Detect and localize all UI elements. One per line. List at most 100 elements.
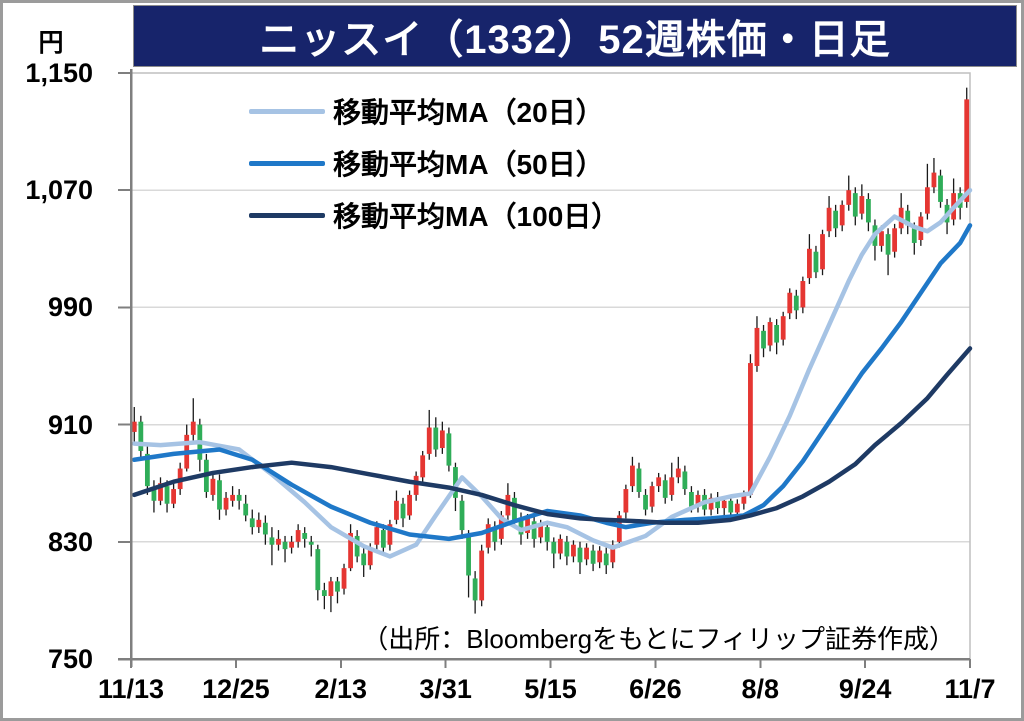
candle <box>715 491 721 514</box>
y-tick-label: 830 <box>47 526 93 557</box>
candle <box>623 484 629 519</box>
candle <box>793 289 799 320</box>
chart-title: ニッスイ（1332）52週株価・日足 <box>259 18 891 62</box>
candle <box>924 163 930 220</box>
candle <box>531 515 537 548</box>
ma100-line <box>132 346 973 526</box>
ma20-line-swatch <box>249 108 325 114</box>
candle <box>302 527 308 548</box>
candles <box>131 87 970 614</box>
candle <box>472 571 478 614</box>
candle <box>780 311 786 346</box>
candle <box>859 184 865 220</box>
x-tick-label: 5/15 <box>524 674 577 704</box>
candle <box>695 490 701 513</box>
candle <box>662 474 668 504</box>
candle <box>295 524 301 548</box>
candle <box>761 324 766 358</box>
y-tick-label: 1,070 <box>25 175 93 206</box>
candle <box>898 193 904 235</box>
candle <box>420 450 426 484</box>
candle <box>413 471 419 501</box>
candle <box>459 494 465 539</box>
candle <box>485 518 491 554</box>
candle <box>184 424 190 472</box>
candle <box>426 409 432 460</box>
candle <box>446 427 452 472</box>
candle <box>394 490 399 525</box>
candle <box>892 223 898 258</box>
ma20-line <box>132 187 973 559</box>
candle <box>315 544 321 601</box>
candle <box>675 456 681 484</box>
legend-item-ma20: 移動平均MA（20日） <box>249 85 619 137</box>
candle <box>643 489 648 516</box>
candle <box>131 407 137 443</box>
candle <box>590 544 596 572</box>
candle <box>656 472 662 492</box>
candle <box>866 193 871 232</box>
legend-item-ma50: 移動平均MA（50日） <box>249 137 619 189</box>
candle <box>544 521 550 551</box>
candle <box>557 534 563 560</box>
candle <box>348 524 353 572</box>
ma100-line-swatch <box>249 212 325 218</box>
candle <box>387 519 393 551</box>
candle <box>321 582 327 610</box>
candle <box>636 462 642 498</box>
candle <box>230 486 235 507</box>
candle <box>833 204 839 238</box>
ma50-line <box>132 223 973 542</box>
candle <box>649 481 655 513</box>
candle <box>197 418 203 472</box>
chart-legend: 移動平均MA（20日） 移動平均MA（50日） 移動平均MA（100日） <box>249 85 619 241</box>
candle <box>839 200 845 232</box>
candle <box>361 547 367 577</box>
candle <box>551 537 557 569</box>
candle <box>158 477 163 506</box>
candle <box>171 483 177 509</box>
candle <box>138 415 144 460</box>
candle <box>479 544 485 607</box>
candle <box>439 421 445 454</box>
x-tick-label: 11/7 <box>944 674 996 704</box>
candle <box>400 497 406 528</box>
candle <box>571 540 576 563</box>
candle <box>931 157 937 194</box>
candle <box>610 540 616 569</box>
candle <box>885 228 891 276</box>
candle <box>682 465 688 495</box>
candle <box>597 546 603 569</box>
candle <box>630 456 635 492</box>
candle <box>282 535 288 563</box>
candle <box>243 494 249 522</box>
y-tick-label: 910 <box>47 409 93 440</box>
candle <box>820 229 825 276</box>
candle <box>335 576 340 604</box>
candle <box>223 491 229 516</box>
candle <box>308 535 314 557</box>
candle <box>767 317 773 352</box>
x-tick-label: 11/13 <box>97 674 165 704</box>
candle <box>813 245 819 279</box>
candle <box>236 489 242 510</box>
candle <box>256 512 262 534</box>
grid-lines <box>131 189 970 543</box>
candle <box>846 175 852 211</box>
candle <box>800 276 806 314</box>
candle <box>341 563 347 595</box>
y-tick-label: 1,150 <box>25 58 93 88</box>
candle <box>774 319 780 355</box>
candle <box>669 462 675 501</box>
candle <box>407 490 412 520</box>
candle <box>807 234 812 284</box>
candle <box>151 480 157 513</box>
candlestick-chart <box>118 69 973 668</box>
y-tick-label: 990 <box>47 292 93 323</box>
candle <box>466 530 471 598</box>
candle <box>289 535 294 554</box>
candle <box>938 169 943 208</box>
legend-label-ma20: 移動平均MA（20日） <box>333 97 604 128</box>
candle <box>262 515 268 545</box>
candle <box>217 474 222 520</box>
